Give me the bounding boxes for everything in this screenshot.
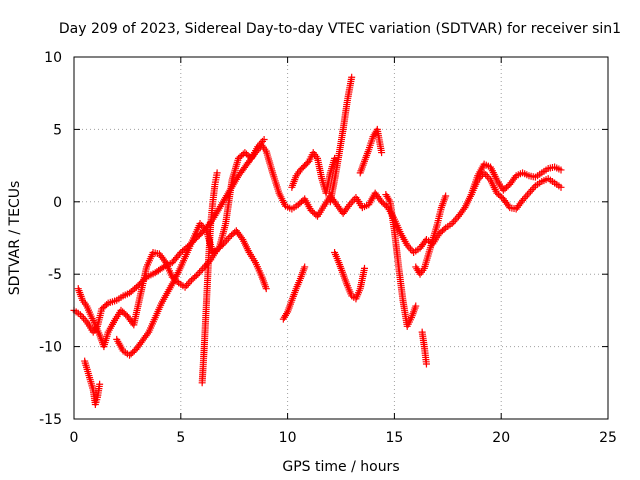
data-point-fill [192, 272, 200, 280]
axis-ticks: 0 5 10 15 20 25 -15 -10 -5 0 5 10 [39, 50, 617, 446]
data-point [260, 136, 268, 144]
x-tick-label: 25 [599, 430, 617, 446]
data-point [360, 264, 368, 272]
data-point-fill [158, 264, 166, 272]
y-tick-label: 5 [53, 122, 62, 138]
x-tick-label: 0 [70, 430, 79, 446]
y-tick-label: 10 [44, 50, 62, 66]
y-axis-label: SDTVAR / TECUs [7, 181, 23, 296]
data-point [262, 285, 270, 293]
data-points [70, 73, 565, 409]
y-tick-label: -15 [39, 412, 62, 428]
data-point [378, 149, 386, 157]
data-point-fill [304, 159, 312, 167]
data-point [412, 302, 420, 310]
data-point [557, 166, 565, 174]
data-point [213, 169, 221, 177]
x-tick-label: 15 [385, 430, 403, 446]
data-point [301, 263, 309, 271]
data-point [331, 154, 339, 162]
data-point-fill [103, 301, 111, 309]
x-tick-label: 10 [279, 430, 297, 446]
data-point [348, 73, 356, 81]
data-point [96, 380, 104, 388]
plot-frame [73, 56, 609, 420]
data-point [557, 183, 565, 191]
data-point [442, 192, 450, 200]
y-tick-label: -10 [39, 340, 62, 356]
y-tick-label: 0 [53, 195, 62, 211]
x-axis-label: GPS time / hours [282, 459, 399, 475]
chart-title: Day 209 of 2023, Sidereal Day-to-day VTE… [59, 21, 621, 37]
x-tick-label: 5 [176, 430, 185, 446]
y-tick-label: -5 [48, 267, 62, 283]
data-point-fill [175, 250, 183, 258]
x-tick-label: 20 [492, 430, 510, 446]
data-point-fill [440, 225, 448, 233]
data-point [422, 360, 430, 368]
